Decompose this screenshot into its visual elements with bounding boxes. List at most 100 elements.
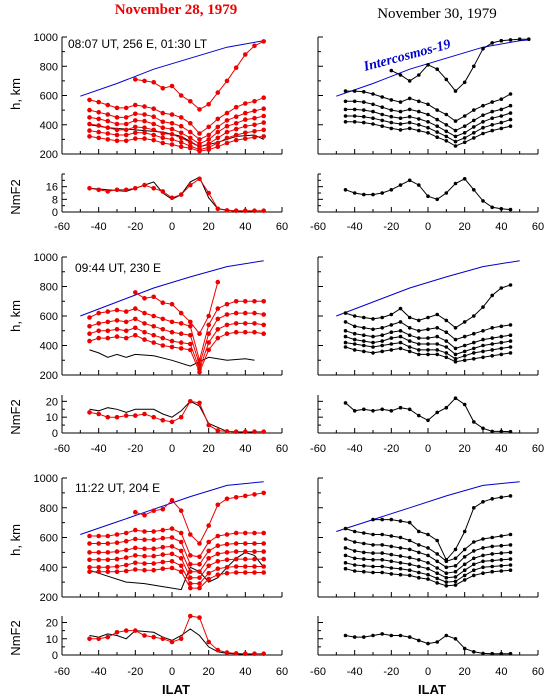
data-point	[380, 118, 385, 123]
data-point	[435, 117, 440, 122]
data-point	[435, 135, 440, 139]
data-point	[123, 562, 129, 568]
data-point	[188, 129, 193, 135]
data-point	[261, 120, 267, 125]
x-tick-label: 60	[276, 443, 288, 455]
data-point	[426, 112, 430, 117]
data-point	[417, 329, 421, 333]
data-point	[215, 647, 221, 653]
data-point	[261, 541, 267, 546]
data-point	[105, 118, 111, 124]
data-point	[142, 537, 147, 542]
data-point	[435, 538, 440, 543]
data-point	[252, 492, 257, 497]
data-point	[490, 564, 495, 569]
y-axis-label-row2: h, km	[8, 300, 23, 332]
data-point	[371, 109, 375, 114]
data-point	[123, 530, 129, 536]
data-point	[362, 550, 366, 555]
data-point	[407, 345, 412, 349]
data-point	[123, 309, 129, 314]
data-point	[215, 129, 221, 135]
data-point	[233, 321, 239, 326]
data-point	[380, 349, 385, 354]
data-point	[508, 568, 513, 572]
data-point	[490, 348, 495, 352]
data-point	[261, 95, 267, 100]
data-point	[169, 83, 175, 89]
x-tick-label: 20	[203, 666, 215, 678]
data-point	[453, 359, 458, 364]
data-point	[343, 334, 348, 339]
data-point	[96, 135, 101, 141]
data-point	[261, 106, 267, 111]
data-point	[151, 561, 156, 566]
data-point	[123, 335, 129, 341]
data-point	[105, 189, 111, 194]
x-tick-label: -40	[347, 221, 363, 233]
data-point	[151, 127, 156, 133]
data-point	[123, 628, 129, 633]
data-point	[96, 116, 101, 122]
data-point	[499, 495, 504, 500]
data-point	[407, 349, 412, 354]
data-point	[160, 544, 166, 550]
data-point	[407, 107, 412, 112]
data-point	[499, 558, 504, 562]
data-point	[380, 558, 385, 562]
data-point	[444, 330, 449, 335]
data-point	[444, 580, 449, 584]
data-point	[142, 529, 147, 534]
data-point	[343, 633, 348, 638]
data-point	[252, 134, 257, 140]
data-point	[508, 283, 513, 287]
data-point	[178, 310, 184, 316]
data-point	[215, 502, 221, 508]
data-point	[133, 136, 138, 141]
satellite-orbit-line	[80, 260, 264, 317]
data-point	[123, 187, 129, 193]
data-point	[142, 411, 147, 417]
data-point	[87, 315, 92, 320]
model-line	[89, 349, 255, 367]
data-point	[499, 120, 504, 125]
data-point	[444, 575, 449, 580]
data-point	[380, 339, 385, 343]
x-tick-label: -40	[91, 443, 107, 455]
data-point	[206, 347, 211, 353]
data-point	[87, 410, 92, 415]
data-point	[462, 402, 467, 407]
series-line	[345, 568, 511, 587]
data-point	[243, 117, 248, 122]
data-point	[481, 46, 485, 51]
data-point	[462, 114, 467, 118]
data-point	[224, 129, 230, 135]
x-tick-label: 60	[276, 221, 288, 233]
data-point	[233, 564, 239, 569]
data-point	[435, 197, 440, 202]
data-point	[389, 552, 394, 557]
data-point	[224, 532, 230, 537]
data-point	[206, 556, 211, 561]
data-point	[233, 329, 239, 335]
data-point	[490, 41, 495, 45]
data-point	[352, 635, 357, 639]
data-point	[123, 319, 129, 325]
data-point	[407, 407, 412, 412]
data-point	[371, 633, 375, 638]
data-point	[178, 636, 184, 642]
y-tick-label: 200	[40, 370, 58, 382]
data-point	[389, 312, 394, 317]
data-point	[206, 563, 211, 569]
data-point	[96, 533, 101, 539]
data-point	[417, 318, 421, 323]
data-point	[142, 337, 147, 342]
data-point	[114, 105, 120, 111]
data-point	[252, 299, 257, 304]
data-point	[371, 532, 375, 537]
data-point	[380, 105, 385, 109]
data-point	[96, 541, 101, 546]
panel-r3-left-h: 200 400 600 800 1000	[34, 473, 283, 604]
data-point	[499, 352, 504, 357]
data-point	[343, 311, 348, 315]
